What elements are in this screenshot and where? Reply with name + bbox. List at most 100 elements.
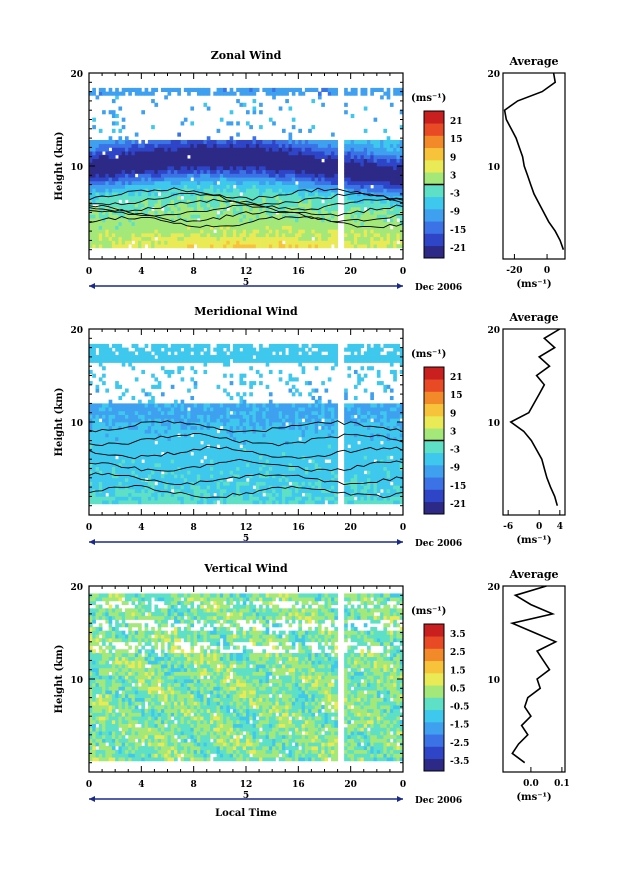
heatmap-cell [141,143,145,148]
heatmap-cell [376,206,381,212]
heatmap-cell [108,355,113,360]
heatmap-cell [327,169,332,174]
heatmap-cell [180,470,185,475]
heatmap-cell [174,188,178,193]
heatmap-cell [252,192,257,197]
heatmap-cell [98,184,103,189]
heatmap-cell [399,180,404,185]
heatmap-cell [331,210,335,215]
heatmap-cell [288,143,293,148]
heatmap-cell [210,466,214,471]
heatmap-cell [236,451,240,456]
heatmap-cell [249,240,253,245]
heatmap-cell [128,218,132,223]
heatmap-cell [383,180,388,185]
heatmap-cell [246,240,250,245]
heatmap-cell [360,203,365,208]
heatmap-cell [183,192,188,197]
heatmap-cell [187,343,191,348]
heatmap-cell [275,343,280,348]
heatmap-cell [118,139,123,145]
heatmap-cell [102,381,106,386]
heatmap-cell [393,173,397,178]
heatmap-cell [380,244,384,249]
heatmap-cell [147,184,152,189]
heatmap-cell [138,154,142,159]
heatmap-cell [373,177,378,182]
heatmap-cell [92,218,96,223]
heatmap-cell [95,496,100,501]
heatmap-cell [242,195,247,200]
heatmap-cell [138,244,142,249]
heatmap-cell [203,369,208,375]
heatmap-cell [183,451,188,456]
heatmap-cell [370,188,374,193]
heatmap-cell [213,466,217,471]
heatmap-cell [190,481,195,486]
heatmap-cell [164,474,168,479]
heatmap-cell [370,166,374,171]
heatmap-cell [157,481,162,486]
heatmap-cell [281,403,286,408]
heatmap-cell [151,433,155,438]
heatmap-cell [252,203,257,208]
heatmap-cell [357,240,361,245]
heatmap-cell [157,162,162,167]
heatmap-cell [262,229,267,234]
heatmap-cell [396,147,401,152]
heatmap-cell [262,451,267,456]
heatmap-cell [262,154,267,159]
heatmap-cell [265,236,270,241]
heatmap-cell [121,117,126,122]
heatmap-cell [363,203,368,208]
heatmap-cell [288,132,293,137]
heatmap-cell [353,180,358,185]
heatmap-cell [246,173,250,178]
heatmap-cell [255,221,260,226]
heatmap-cell [229,206,234,212]
heatmap-cell [327,188,332,193]
heatmap-cell [111,418,116,423]
heatmap-cell [327,166,332,171]
heatmap-cell [373,169,378,174]
heatmap-cell [160,355,165,360]
heatmap-cell [386,229,391,234]
heatmap-cell [386,221,391,226]
heatmap-cell [301,91,306,96]
heatmap-cell [187,351,191,356]
heatmap-cell [393,184,397,189]
heatmap-cell [196,488,201,494]
heatmap-cell [193,485,198,490]
heatmap-cell [321,147,325,152]
heatmap-cell [193,173,198,178]
heatmap-cell [111,147,116,152]
heatmap-cell [249,91,253,96]
heatmap-cell [255,169,260,174]
heatmap-cell [324,199,329,204]
heatmap-cell [393,199,397,204]
heatmap-cell [203,466,208,471]
heatmap-cell [262,173,267,178]
heatmap-cell [144,351,149,356]
heatmap-cell [151,173,155,178]
heatmap-cell [285,169,289,174]
heatmap-cell [268,188,273,193]
heatmap-cell [278,481,283,486]
heatmap-cell [164,492,168,497]
heatmap-cell [275,351,280,356]
heatmap-cell [115,158,119,163]
heatmap-cell [236,477,240,482]
heatmap-cell [272,139,276,145]
heatmap-cell [350,199,355,204]
heatmap-cell [210,474,214,479]
heatmap-cell [92,229,96,234]
heatmap-cell [350,188,355,193]
heatmap-cell [304,218,309,223]
heatmap-cell [226,425,231,430]
heatmap-cell [275,199,280,204]
heatmap-cell [262,418,267,423]
heatmap-cell [242,192,247,197]
heatmap-cell [317,240,322,245]
heatmap-cell [223,221,227,226]
heatmap-cell [138,488,142,494]
